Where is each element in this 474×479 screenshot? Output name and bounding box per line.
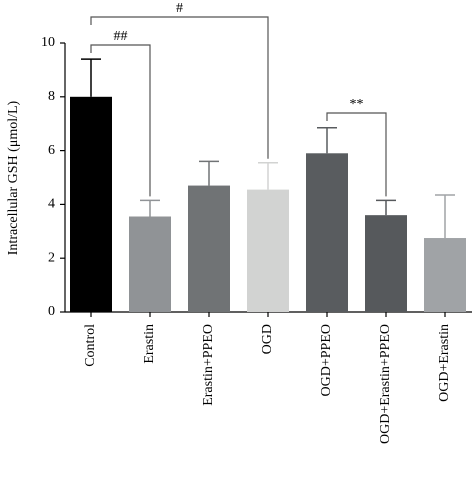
- y-tick-label: 4: [48, 197, 55, 212]
- bar: [247, 189, 289, 312]
- bar: [365, 215, 407, 312]
- bar: [129, 216, 171, 312]
- x-tick-label: OGD+Erastin: [437, 324, 452, 402]
- bar: [424, 238, 466, 312]
- y-tick-label: 0: [48, 304, 55, 319]
- y-tick-label: 2: [48, 250, 55, 265]
- bar: [306, 153, 348, 312]
- y-axis-label: Intracellular GSH (μmol/L): [6, 100, 21, 255]
- x-tick-label: Erastin+PPEO: [201, 324, 216, 406]
- bar: [188, 185, 230, 312]
- x-tick-label: Erastin: [142, 324, 157, 364]
- x-tick-label: OGD+Erastin+PPEO: [378, 324, 393, 444]
- x-tick-label: Control: [83, 324, 98, 367]
- bar: [70, 96, 112, 312]
- significance-bracket: [326, 112, 387, 197]
- x-tick-label: OGD+PPEO: [319, 324, 334, 396]
- significance-label: ##: [114, 29, 128, 44]
- x-tick-label: OGD: [260, 324, 275, 354]
- significance-bracket: [90, 44, 151, 197]
- significance-label: #: [176, 1, 183, 16]
- y-tick-label: 6: [48, 143, 55, 158]
- y-tick-label: 8: [48, 89, 55, 104]
- significance-label: **: [350, 97, 364, 112]
- y-tick-label: 10: [41, 35, 55, 50]
- significance-bracket: [90, 16, 269, 159]
